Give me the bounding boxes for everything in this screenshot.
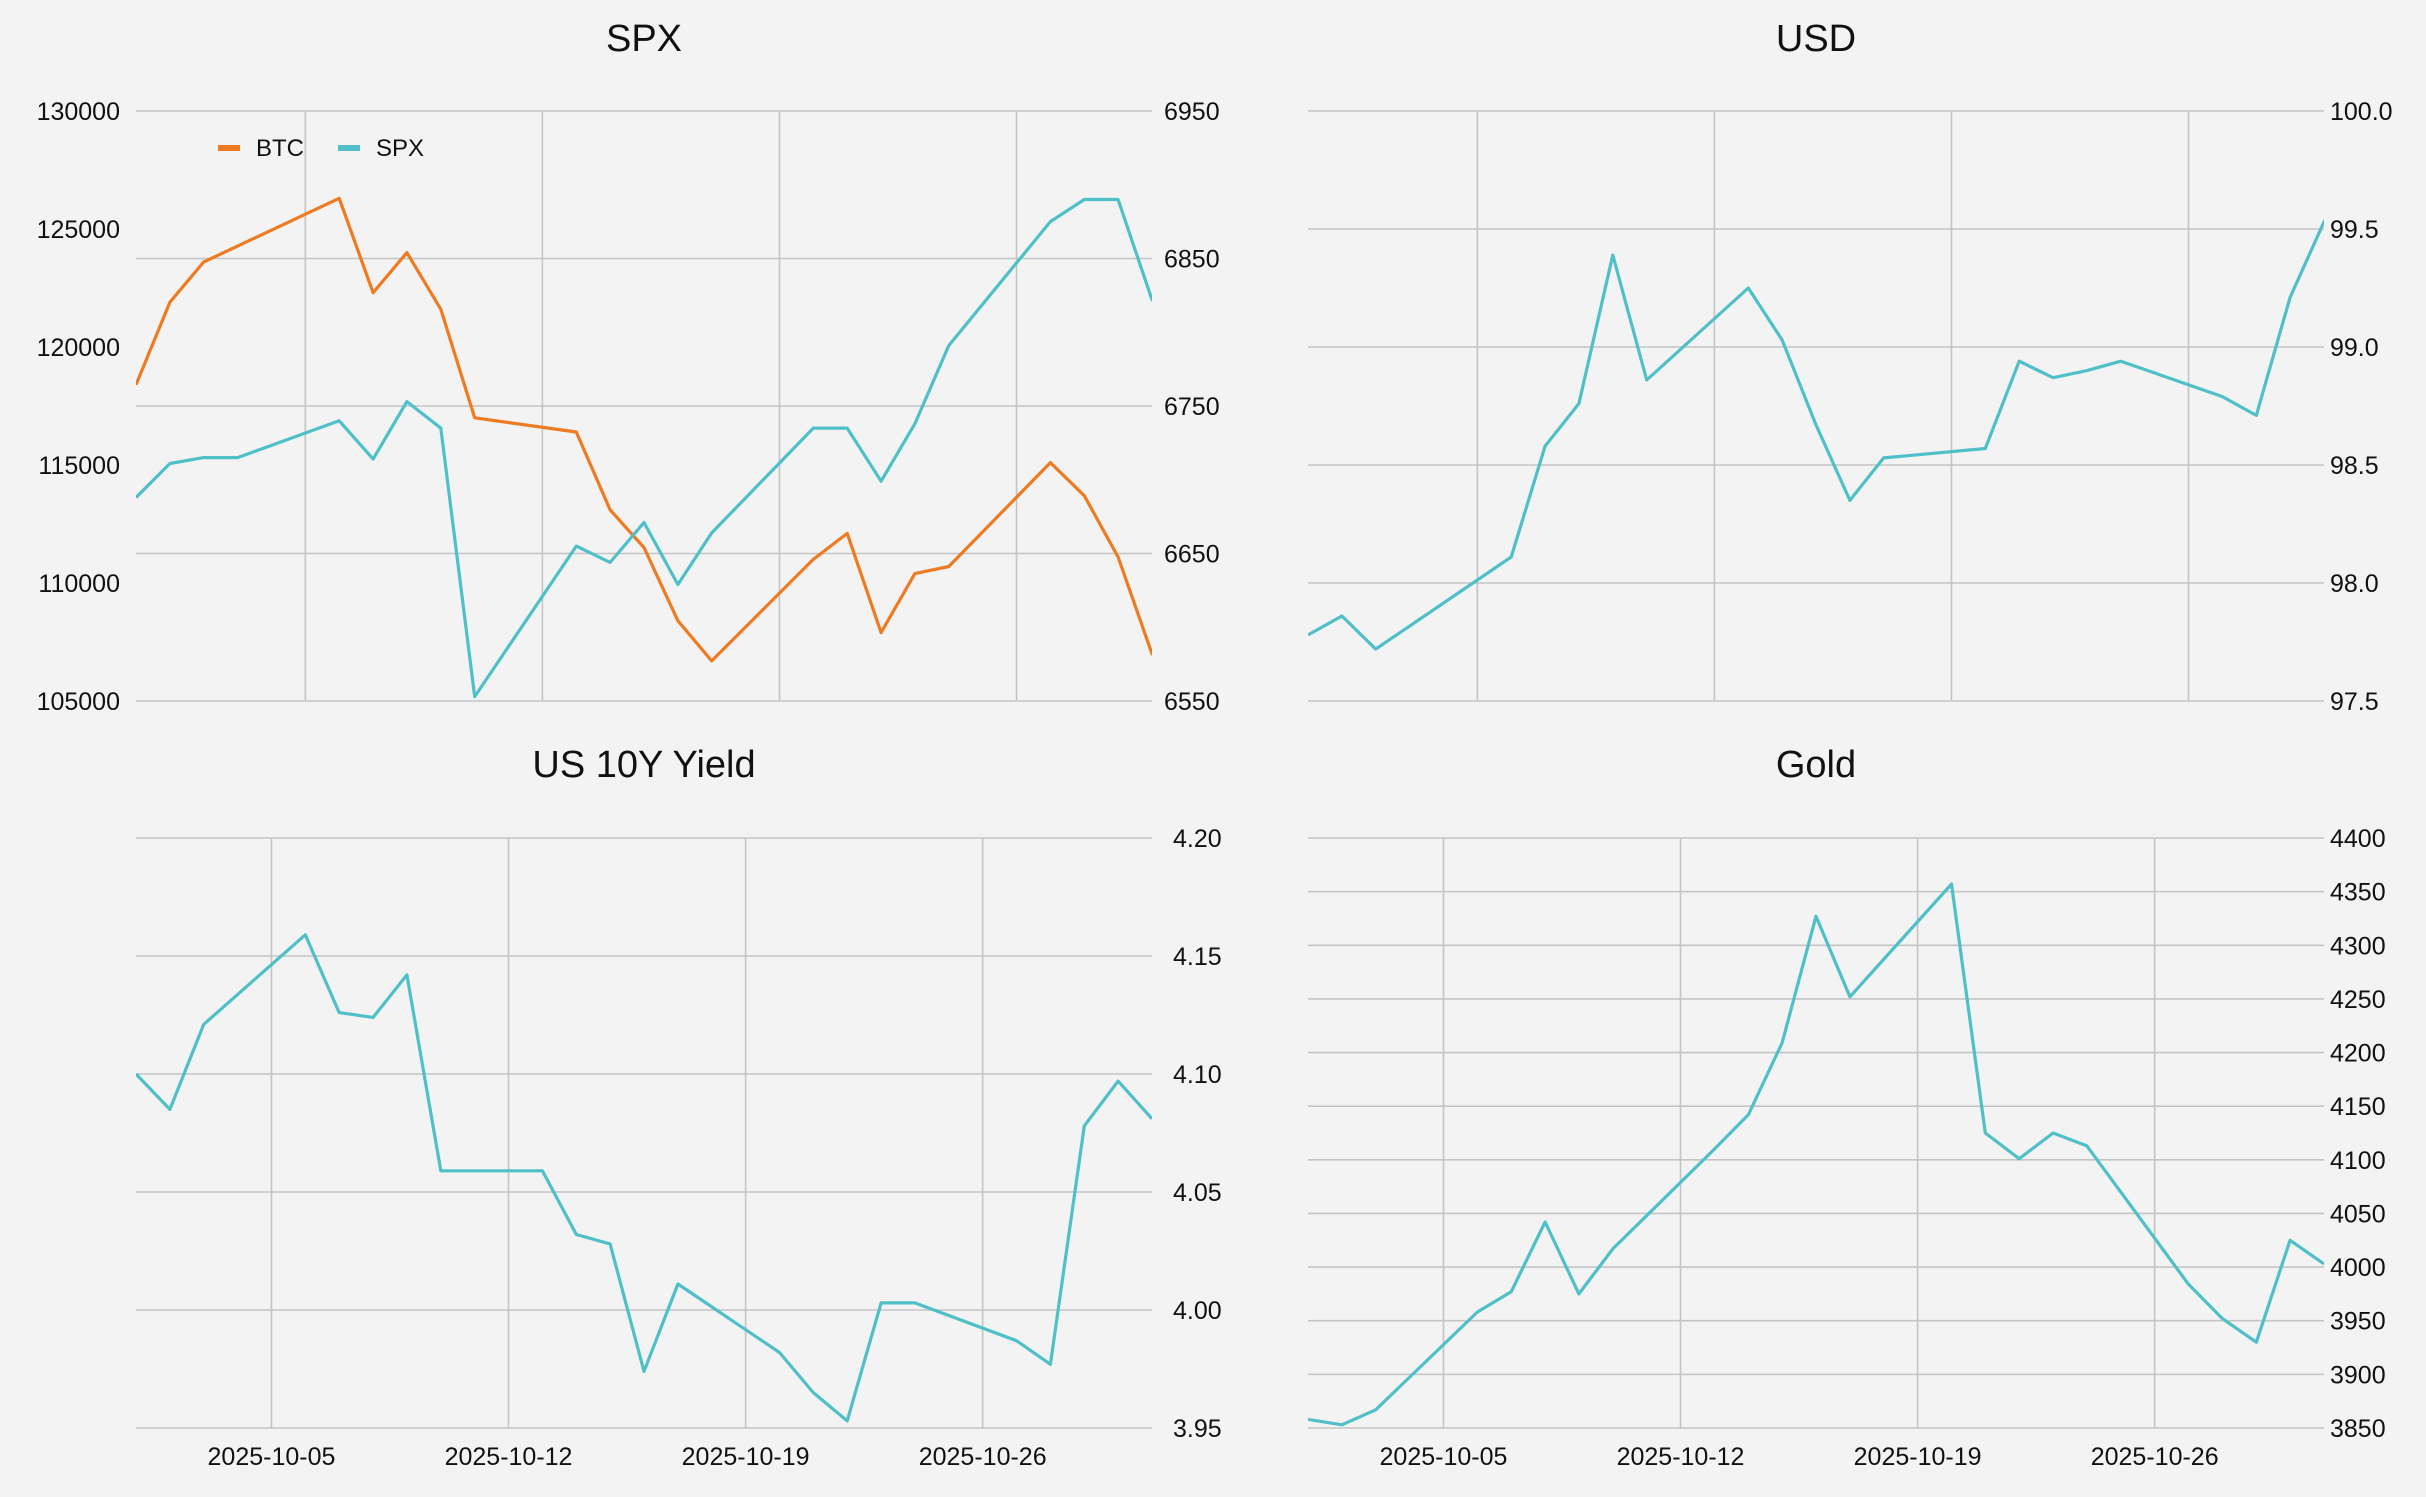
y-right-tick-label: 4050 <box>2330 1200 2386 1228</box>
y-right-tick-label: 4100 <box>2330 1147 2386 1175</box>
y-right-tick-label: 6750 <box>1164 393 1220 421</box>
y-right-tick-label: 98.5 <box>2330 452 2379 480</box>
y-right-tick-label: 4350 <box>2330 879 2386 907</box>
y-right-tick-label: 3850 <box>2330 1415 2386 1443</box>
gold-title: Gold <box>1776 744 1856 786</box>
y-right-tick-label: 4.15 <box>1173 943 1222 971</box>
btc-legend-label: BTC <box>256 135 304 162</box>
y-right-tick-label: 4300 <box>2330 932 2386 960</box>
y-right-tick-label: 4.05 <box>1173 1179 1222 1207</box>
y-right-tick-label: 97.5 <box>2330 688 2379 716</box>
y-right-tick-label: 6850 <box>1164 246 1220 274</box>
y-right-tick-label: 4150 <box>2330 1093 2386 1121</box>
x-tick-label: 2025-10-26 <box>919 1443 1047 1471</box>
x-tick-label: 2025-10-12 <box>445 1443 573 1471</box>
y-right-tick-label: 100.0 <box>2330 98 2393 126</box>
x-tick-label: 2025-10-19 <box>682 1443 810 1471</box>
spx-title: SPX <box>606 18 682 60</box>
y-right-tick-label: 3.95 <box>1173 1415 1222 1443</box>
y-right-tick-label: 4250 <box>2330 986 2386 1014</box>
y-left-tick-label: 105000 <box>37 688 120 716</box>
usd-series-line <box>1308 219 2324 651</box>
us10y-title: US 10Y Yield <box>532 744 755 786</box>
y-right-tick-label: 99.5 <box>2330 216 2379 244</box>
x-tick-label: 2025-10-19 <box>1854 1443 1982 1471</box>
y-left-tick-label: 130000 <box>37 98 120 126</box>
y-right-tick-label: 4.20 <box>1173 825 1222 853</box>
y-right-tick-label: 6550 <box>1164 688 1220 716</box>
us10y-series-line <box>136 933 1152 1423</box>
spx-legend-label: SPX <box>376 135 424 162</box>
y-right-tick-label: 4.00 <box>1173 1297 1222 1325</box>
y-right-tick-label: 4.10 <box>1173 1061 1222 1089</box>
x-tick-label: 2025-10-05 <box>1380 1443 1508 1471</box>
x-tick-label: 2025-10-26 <box>2091 1443 2219 1471</box>
y-right-tick-label: 6650 <box>1164 541 1220 569</box>
btc-series-line <box>136 196 1152 663</box>
y-right-tick-label: 99.0 <box>2330 334 2379 362</box>
y-right-tick-label: 4400 <box>2330 825 2386 853</box>
y-right-tick-label: 6950 <box>1164 98 1220 126</box>
y-left-tick-label: 110000 <box>38 570 120 598</box>
spx-legend: BTC SPX <box>218 135 424 162</box>
y-right-tick-label: 4200 <box>2330 1040 2386 1068</box>
gold-series-line <box>1308 882 2324 1427</box>
y-left-tick-label: 120000 <box>37 334 120 362</box>
y-left-tick-label: 125000 <box>37 216 120 244</box>
y-right-tick-label: 3950 <box>2330 1308 2386 1336</box>
usd-panel: USD 97.5 98.0 98.5 99.0 99.5 100.0 <box>1308 18 2393 716</box>
usd-title: USD <box>1776 18 1856 60</box>
y-right-tick-label: 98.0 <box>2330 570 2379 598</box>
gold-panel: Gold 3850 3900 3950 4000 4050 4100 4150 4200 4250… <box>1308 744 2386 1471</box>
spx-series-line <box>136 197 1152 699</box>
us10y-panel: US 10Y Yield 3.95 4.00 4.05 4.10 4.15 4.20 2025… <box>136 744 1222 1471</box>
y-left-tick-label: 115000 <box>38 452 120 480</box>
y-right-tick-label: 4000 <box>2330 1254 2386 1282</box>
x-tick-label: 2025-10-05 <box>208 1443 336 1471</box>
spx-panel: SPX 6550 6650 6750 6850 6950 105000 110000 11500… <box>37 18 1220 716</box>
y-right-tick-label: 3900 <box>2330 1361 2386 1389</box>
x-tick-label: 2025-10-12 <box>1617 1443 1745 1471</box>
